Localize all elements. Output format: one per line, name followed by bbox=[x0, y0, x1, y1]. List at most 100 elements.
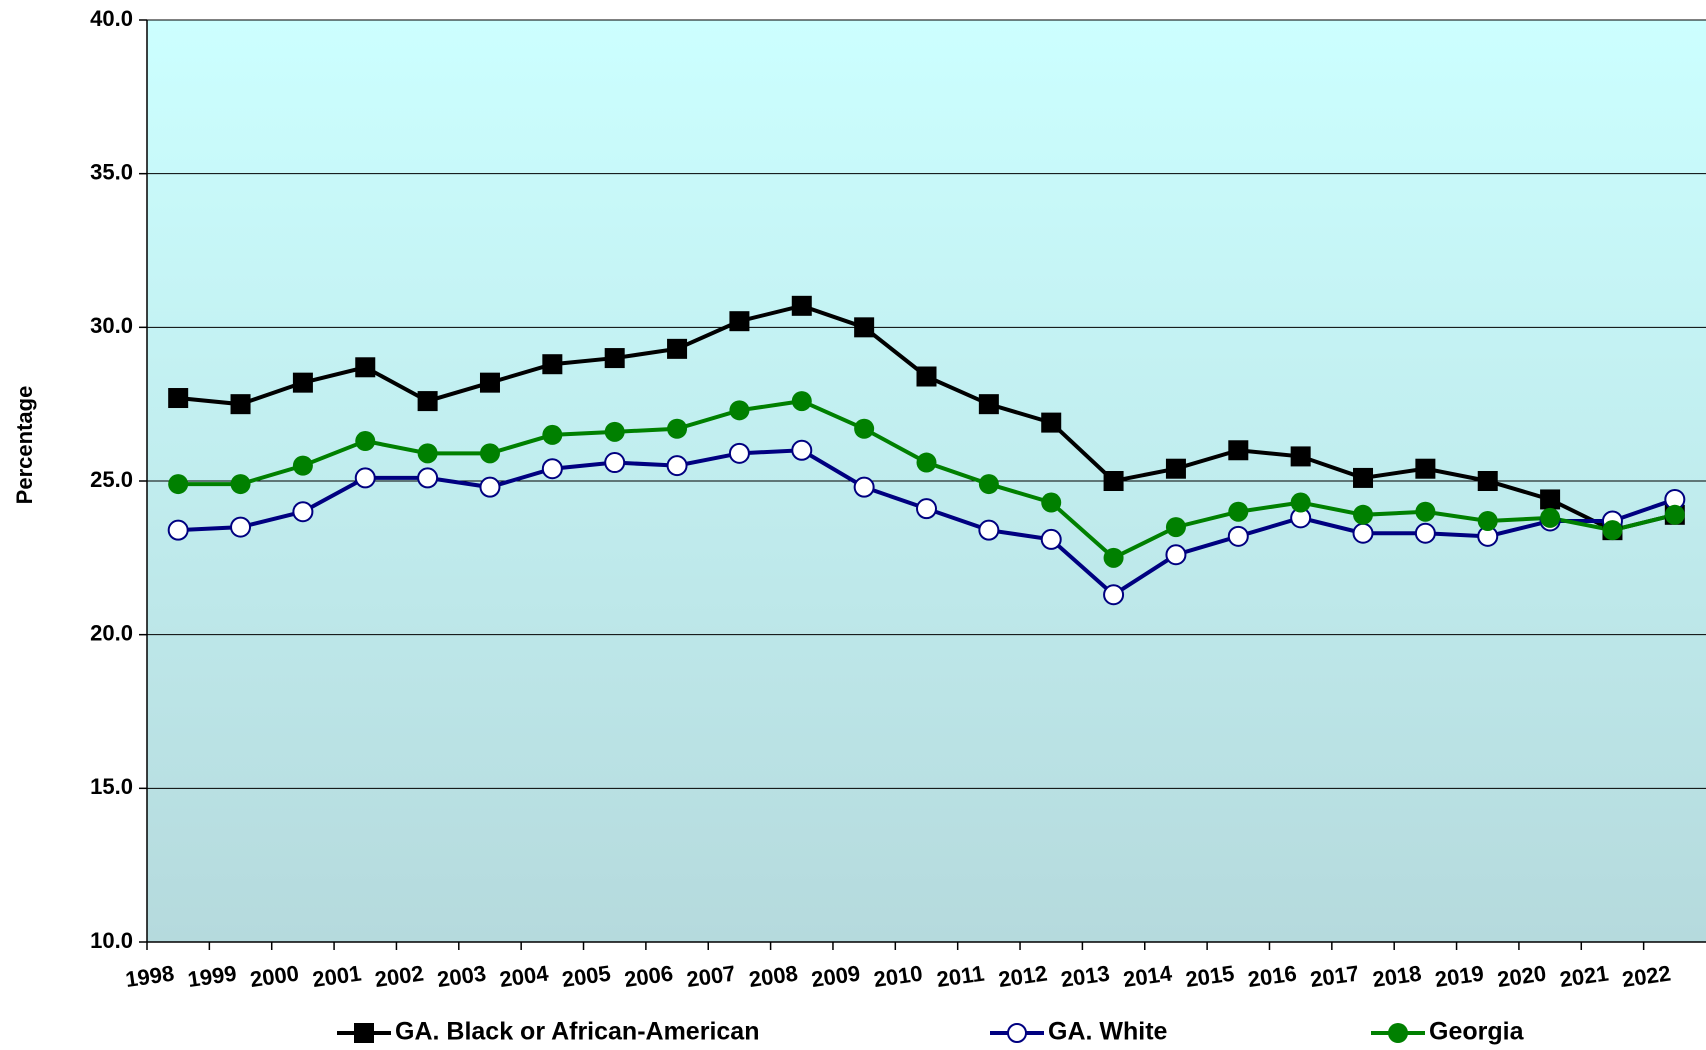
x-tick-label: 2000 bbox=[249, 961, 301, 993]
point bbox=[978, 474, 999, 495]
point bbox=[916, 498, 937, 520]
point bbox=[729, 400, 750, 421]
point bbox=[604, 421, 625, 442]
point bbox=[167, 519, 189, 541]
y-tick-label: 25.0 bbox=[90, 467, 133, 492]
point bbox=[667, 418, 688, 439]
point bbox=[728, 442, 750, 464]
point bbox=[666, 455, 688, 477]
point bbox=[1041, 492, 1062, 513]
point bbox=[417, 467, 439, 489]
point bbox=[1041, 412, 1062, 433]
legend-label: GA. White bbox=[1048, 1018, 1168, 1046]
point bbox=[1477, 510, 1498, 531]
x-tick-label: 2013 bbox=[1059, 961, 1111, 993]
point bbox=[1290, 492, 1311, 513]
x-tick-label: 2002 bbox=[373, 961, 425, 993]
point bbox=[354, 467, 376, 489]
point bbox=[1540, 507, 1561, 528]
point bbox=[667, 338, 688, 359]
point bbox=[791, 295, 812, 316]
point bbox=[230, 474, 251, 495]
y-tick-label: 20.0 bbox=[90, 620, 133, 645]
point bbox=[1664, 504, 1685, 525]
x-tick-label: 2015 bbox=[1184, 961, 1236, 993]
point bbox=[791, 391, 812, 412]
point bbox=[292, 372, 313, 393]
point bbox=[230, 516, 252, 538]
legend-marker bbox=[1007, 1023, 1027, 1043]
point bbox=[1352, 522, 1374, 544]
point bbox=[791, 439, 813, 461]
point bbox=[853, 476, 875, 498]
point bbox=[1353, 504, 1374, 525]
point bbox=[1228, 501, 1249, 522]
point bbox=[168, 388, 189, 409]
point bbox=[542, 354, 563, 375]
y-tick-label: 15.0 bbox=[90, 774, 133, 799]
point bbox=[417, 391, 438, 412]
x-tick-label: 2001 bbox=[311, 961, 363, 993]
x-tick-label: 2019 bbox=[1433, 961, 1485, 993]
x-tick-label: 2009 bbox=[810, 961, 862, 993]
x-tick-label: 2018 bbox=[1371, 961, 1423, 993]
legend-label: Georgia bbox=[1429, 1018, 1525, 1046]
x-tick-label: 2014 bbox=[1122, 960, 1175, 992]
point bbox=[1165, 458, 1186, 479]
y-axis-label: Percentage bbox=[12, 386, 37, 505]
point bbox=[729, 311, 750, 332]
x-tick-label: 2003 bbox=[436, 961, 488, 993]
x-tick-label: 2008 bbox=[747, 961, 799, 993]
point bbox=[854, 317, 875, 338]
point bbox=[479, 476, 501, 498]
point bbox=[542, 424, 563, 445]
point bbox=[168, 474, 189, 495]
x-tick-label: 2007 bbox=[685, 961, 737, 993]
point bbox=[1540, 489, 1561, 510]
y-tick-label: 10.0 bbox=[90, 928, 133, 953]
point bbox=[1103, 584, 1125, 606]
point bbox=[1103, 547, 1124, 568]
point bbox=[1040, 528, 1062, 550]
point bbox=[1227, 525, 1249, 547]
point bbox=[1415, 458, 1436, 479]
point bbox=[1602, 520, 1623, 541]
point bbox=[1165, 544, 1187, 566]
legend-label: GA. Black or African-American bbox=[395, 1018, 759, 1046]
point bbox=[355, 357, 376, 378]
point bbox=[417, 443, 438, 464]
x-tick-label: 2017 bbox=[1309, 961, 1361, 993]
point bbox=[479, 372, 500, 393]
point bbox=[916, 366, 937, 387]
point bbox=[479, 443, 500, 464]
x-tick-label: 2021 bbox=[1558, 961, 1610, 993]
point bbox=[292, 455, 313, 476]
point bbox=[1290, 446, 1311, 467]
point bbox=[1228, 440, 1249, 461]
point bbox=[916, 452, 937, 473]
point bbox=[355, 431, 376, 452]
legend-marker bbox=[1388, 1023, 1408, 1043]
point bbox=[604, 452, 626, 474]
point bbox=[1477, 471, 1498, 491]
x-tick-label: 1999 bbox=[186, 961, 238, 993]
x-tick-label: 2004 bbox=[498, 960, 551, 992]
x-tick-label: 2022 bbox=[1620, 961, 1672, 993]
x-tick-label: 2010 bbox=[872, 961, 924, 993]
point bbox=[1414, 522, 1436, 544]
x-tick-label: 1998 bbox=[124, 961, 176, 993]
point bbox=[1165, 517, 1186, 538]
point bbox=[1103, 471, 1124, 491]
x-tick-label: 2012 bbox=[997, 961, 1049, 993]
point bbox=[854, 418, 875, 439]
point bbox=[1415, 501, 1436, 522]
x-tick-label: 2016 bbox=[1246, 961, 1298, 993]
x-tick-label: 2005 bbox=[560, 961, 612, 993]
x-tick-label: 2011 bbox=[935, 961, 986, 992]
point bbox=[292, 501, 314, 523]
y-tick-label: 40.0 bbox=[90, 6, 133, 31]
x-tick-label: 2020 bbox=[1496, 961, 1548, 993]
point bbox=[978, 394, 999, 415]
x-tick-label: 2006 bbox=[623, 961, 675, 993]
